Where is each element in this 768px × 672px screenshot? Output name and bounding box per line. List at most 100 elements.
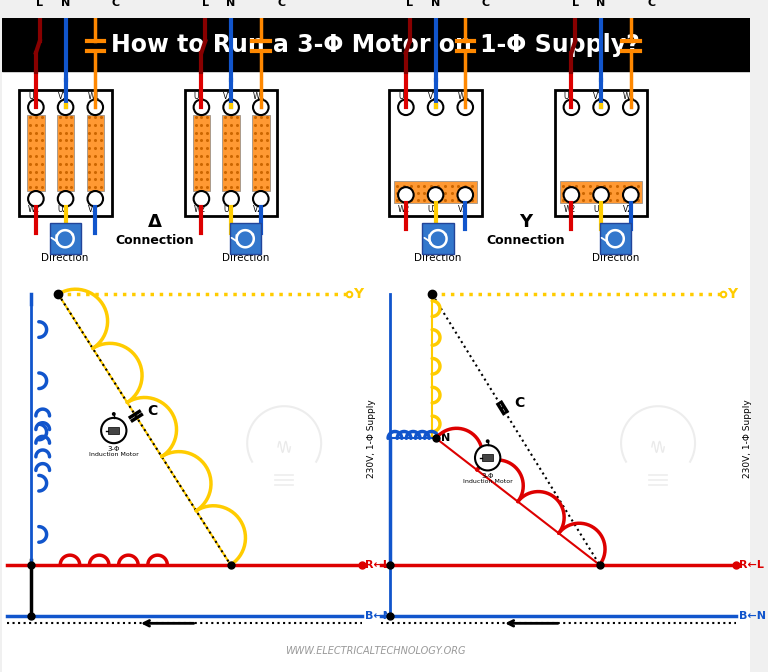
- Text: L: L: [202, 0, 209, 8]
- Circle shape: [194, 191, 209, 206]
- Bar: [394, 181, 477, 203]
- Text: V1: V1: [58, 91, 68, 101]
- Circle shape: [564, 187, 579, 203]
- Text: U2: U2: [223, 206, 233, 214]
- Circle shape: [223, 99, 239, 115]
- Circle shape: [458, 187, 473, 203]
- Text: Δ: Δ: [147, 213, 161, 231]
- Bar: [57, 115, 74, 191]
- Text: N: N: [227, 0, 236, 8]
- Circle shape: [398, 187, 414, 203]
- Text: L: L: [572, 0, 579, 8]
- Bar: [252, 115, 270, 191]
- Bar: [554, 90, 647, 216]
- Text: Y: Y: [353, 287, 363, 301]
- Text: 230V, 1-Φ Supply: 230V, 1-Φ Supply: [743, 399, 752, 478]
- Text: C: C: [147, 404, 157, 418]
- Circle shape: [428, 187, 443, 203]
- Text: C: C: [112, 0, 120, 8]
- Bar: [600, 223, 631, 254]
- Bar: [389, 90, 482, 216]
- Bar: [560, 181, 643, 203]
- Text: 230V, 1-Φ Supply: 230V, 1-Φ Supply: [367, 399, 376, 478]
- Text: B←N: B←N: [365, 611, 392, 620]
- Bar: [223, 115, 240, 191]
- Circle shape: [28, 99, 44, 115]
- Text: C: C: [482, 0, 490, 8]
- Circle shape: [398, 99, 414, 115]
- Text: Direction: Direction: [41, 253, 89, 263]
- Circle shape: [28, 191, 44, 206]
- Text: V1: V1: [428, 91, 438, 101]
- Text: Induction Motor: Induction Motor: [463, 479, 512, 485]
- Text: Y: Y: [727, 287, 737, 301]
- Text: V1: V1: [223, 91, 233, 101]
- Circle shape: [223, 191, 239, 206]
- Bar: [19, 90, 112, 216]
- Text: V1: V1: [594, 91, 604, 101]
- Circle shape: [101, 418, 127, 444]
- Text: W2: W2: [194, 206, 206, 214]
- Text: W1: W1: [253, 91, 265, 101]
- Text: L: L: [406, 0, 413, 8]
- Text: Induction Motor: Induction Motor: [89, 452, 139, 457]
- Bar: [2, 17, 750, 71]
- Bar: [482, 454, 493, 461]
- Text: C: C: [515, 396, 525, 410]
- Text: WWW.ELECTRICALTECHNOLOGY.ORG: WWW.ELECTRICALTECHNOLOGY.ORG: [286, 646, 466, 656]
- Text: Connection: Connection: [115, 234, 194, 247]
- Text: U1: U1: [28, 91, 38, 101]
- Circle shape: [564, 99, 579, 115]
- Bar: [27, 115, 45, 191]
- Bar: [193, 115, 210, 191]
- Circle shape: [194, 99, 209, 115]
- Circle shape: [253, 99, 269, 115]
- Circle shape: [485, 439, 490, 444]
- Circle shape: [594, 187, 609, 203]
- Text: V2: V2: [458, 206, 468, 214]
- Bar: [185, 90, 277, 216]
- Text: Y: Y: [519, 213, 532, 231]
- Circle shape: [594, 99, 609, 115]
- Circle shape: [458, 99, 473, 115]
- Text: Direction: Direction: [591, 253, 639, 263]
- Text: C: C: [647, 0, 655, 8]
- Text: 3-Φ: 3-Φ: [108, 446, 120, 452]
- Text: W1: W1: [623, 91, 635, 101]
- Circle shape: [623, 99, 638, 115]
- Bar: [230, 223, 261, 254]
- Text: L: L: [36, 0, 43, 8]
- Text: Direction: Direction: [414, 253, 462, 263]
- Text: U2: U2: [594, 206, 604, 214]
- Text: U2: U2: [428, 206, 438, 214]
- Text: W1: W1: [458, 91, 470, 101]
- Text: V2: V2: [88, 206, 98, 214]
- Text: R←L: R←L: [739, 560, 763, 570]
- Text: W2: W2: [564, 206, 576, 214]
- Text: N: N: [597, 0, 606, 8]
- Circle shape: [475, 445, 500, 470]
- Text: C: C: [277, 0, 286, 8]
- Text: N: N: [431, 0, 440, 8]
- Circle shape: [88, 99, 103, 115]
- Text: U1: U1: [564, 91, 574, 101]
- Circle shape: [623, 187, 638, 203]
- Text: W2: W2: [398, 206, 410, 214]
- Text: W1: W1: [88, 91, 100, 101]
- Text: N: N: [441, 433, 450, 444]
- Text: U1: U1: [194, 91, 204, 101]
- Text: U2: U2: [58, 206, 68, 214]
- Circle shape: [58, 191, 74, 206]
- Circle shape: [112, 412, 116, 416]
- Text: Direction: Direction: [221, 253, 269, 263]
- Text: N: N: [61, 0, 70, 8]
- Text: U1: U1: [398, 91, 409, 101]
- Bar: [87, 115, 104, 191]
- Bar: [49, 223, 81, 254]
- Bar: [422, 223, 454, 254]
- Text: V2: V2: [253, 206, 263, 214]
- Circle shape: [253, 191, 269, 206]
- Text: Connection: Connection: [486, 234, 565, 247]
- Text: B←N: B←N: [739, 611, 766, 620]
- Text: W2: W2: [28, 206, 41, 214]
